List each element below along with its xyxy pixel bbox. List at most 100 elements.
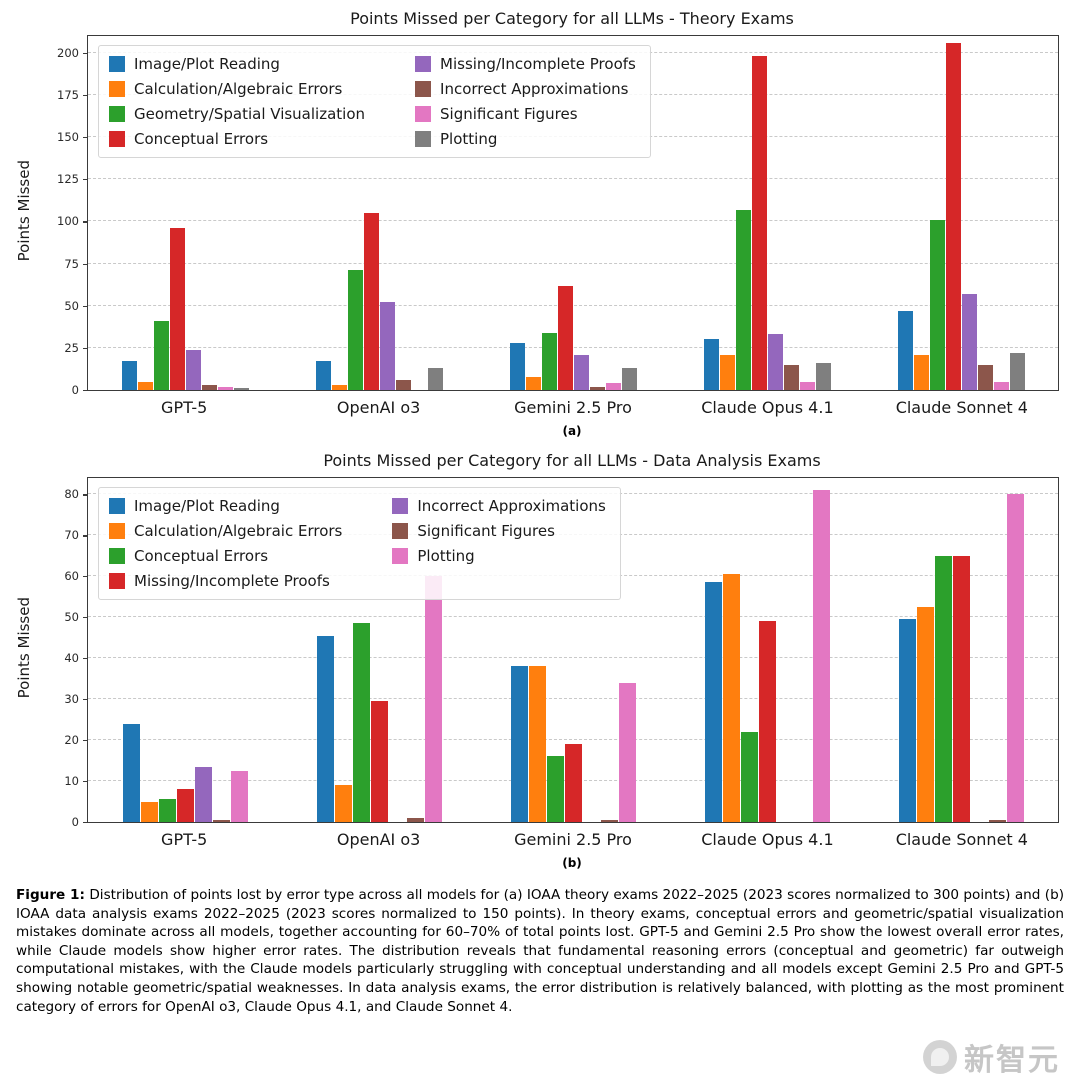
bar — [153, 320, 169, 390]
legend-label: Significant Figures — [417, 522, 555, 540]
bar — [977, 364, 993, 390]
bar — [406, 817, 424, 822]
bar — [564, 744, 582, 822]
y-tick-label: 50 — [64, 610, 88, 625]
legend-label: Conceptual Errors — [134, 547, 269, 565]
chart-b-title: Points Missed per Category for all LLMs … — [323, 451, 821, 470]
bar — [704, 582, 722, 822]
legend-swatch — [109, 523, 125, 539]
bar — [799, 381, 815, 390]
bar — [509, 342, 525, 390]
legend-label: Image/Plot Reading — [134, 497, 280, 515]
bar — [897, 310, 913, 390]
y-tick-label: 25 — [64, 340, 88, 355]
bar — [176, 789, 194, 822]
chart-a-sublabel: (a) — [562, 424, 582, 438]
gridline — [88, 304, 1058, 306]
bar — [121, 361, 137, 390]
bar — [1006, 494, 1024, 822]
bar — [352, 623, 370, 822]
figure-caption: Figure 1: Distribution of points lost by… — [16, 886, 1064, 1016]
gridline — [88, 262, 1058, 264]
bar — [158, 799, 176, 822]
legend-label: Incorrect Approximations — [417, 497, 606, 515]
bar-groups — [88, 478, 1058, 822]
bar — [557, 285, 573, 390]
bar — [233, 388, 249, 390]
chart-a-ylabel: Points Missed — [15, 160, 33, 262]
y-tick-label: 175 — [57, 88, 88, 102]
bar-group-gemini-2-5-pro — [476, 478, 670, 822]
gridline — [88, 220, 1058, 222]
bar — [315, 361, 331, 390]
bar — [621, 368, 637, 390]
bar — [929, 219, 945, 390]
y-tick-label: 100 — [57, 214, 88, 229]
bar — [316, 635, 334, 822]
bar — [427, 368, 443, 390]
figure-caption-label: Figure 1: — [16, 887, 85, 903]
legend-label: Image/Plot Reading — [134, 55, 280, 73]
legend-item: Significant Figures — [415, 105, 636, 123]
x-tick-label: Claude Opus 4.1 — [701, 830, 834, 849]
legend-swatch — [415, 131, 432, 147]
legend-item: Image/Plot Reading — [109, 497, 342, 515]
x-tick-label: OpenAI o3 — [336, 398, 421, 417]
chart-a-plot-area: 0 25 50 75 100 125 150 175 200 Image/Plot Readin… — [57, 35, 1059, 397]
y-tick-label: 50 — [64, 298, 88, 313]
bar-group-claude-sonnet-4 — [864, 478, 1058, 822]
bar — [510, 666, 528, 822]
legend-column: Image/Plot Reading Calculation/Algebraic … — [109, 497, 342, 590]
bar — [916, 607, 934, 822]
chart-a-wrap: Points Missed 0 25 50 75 100 125 150 175 200 Ima… — [9, 35, 1071, 417]
y-tick-label: 200 — [57, 45, 88, 60]
bar — [618, 682, 636, 822]
legend-swatch — [392, 498, 409, 514]
legend-swatch — [109, 106, 125, 122]
legend-label: Plotting — [440, 130, 498, 148]
legend-item: Plotting — [392, 547, 605, 565]
legend-item: Calculation/Algebraic Errors — [109, 522, 342, 540]
legend-item: Missing/Incomplete Proofs — [109, 572, 342, 590]
chart-a-xtick-labels: GPT-5 OpenAI o3 Gemini 2.5 Pro Claude Opus … — [87, 391, 1059, 417]
bar — [600, 819, 618, 822]
legend-item: Incorrect Approximations — [392, 497, 606, 515]
bar-groups — [88, 36, 1058, 390]
bar — [735, 209, 751, 390]
bar — [370, 701, 388, 822]
bar-group-gemini-2-5-pro — [476, 36, 670, 390]
y-tick-label: 20 — [64, 733, 88, 748]
bar — [740, 731, 758, 822]
x-tick-label: Claude Sonnet 4 — [895, 398, 1028, 417]
bar — [605, 383, 621, 390]
theory-exams-figure: Points Missed per Category for all LLMs … — [9, 0, 1071, 442]
y-tick-label: 70 — [64, 528, 88, 543]
bar — [230, 770, 248, 822]
chart-b-sublabel: (b) — [562, 856, 582, 870]
bar — [140, 801, 158, 822]
chart-b-ytick-labels: 0 10 20 30 40 50 60 70 80 — [48, 478, 89, 829]
legend-item: Conceptual Errors — [109, 130, 365, 148]
figure-caption-text: Distribution of points lost by error typ… — [16, 887, 1065, 1015]
watermark-logo-icon — [923, 1040, 957, 1074]
chart-a-title: Points Missed per Category for all LLMs … — [350, 9, 794, 28]
legend-label: Incorrect Approximations — [440, 80, 629, 98]
legend-label: Significant Figures — [440, 105, 578, 123]
bar — [1009, 352, 1025, 390]
bar — [379, 302, 395, 390]
legend-column: Incorrect Approximations Significant Figu… — [392, 497, 606, 590]
watermark-text: 新智元 — [964, 1043, 1060, 1078]
bar — [812, 490, 830, 822]
chart-b-legend: Image/Plot Reading Calculation/Algebraic … — [98, 487, 621, 600]
legend-label: Conceptual Errors — [134, 130, 269, 148]
bar-group-claude-opus-4-1 — [670, 36, 864, 390]
bar — [719, 354, 735, 390]
y-tick-label: 125 — [57, 172, 88, 187]
chart-a-legend: Image/Plot Reading Calculation/Algebraic … — [98, 45, 651, 158]
legend-item: Incorrect Approximations — [415, 80, 636, 98]
legend-swatch — [109, 573, 125, 589]
chart-b-ylabel-box: Points Missed — [15, 477, 33, 819]
bar-group-openai-o3 — [282, 478, 476, 822]
bar — [961, 293, 977, 390]
chart-b-wrap: Points Missed 0 10 20 30 40 50 60 70 80 Image/Pl… — [9, 477, 1071, 849]
